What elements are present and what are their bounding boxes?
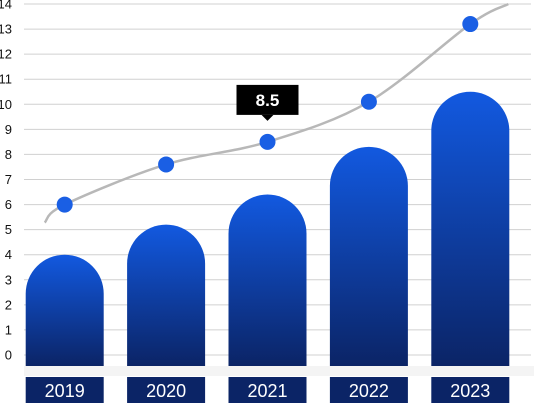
bar: [329, 146, 408, 366]
y-tick-label: 10: [0, 97, 12, 112]
tooltip-value: 8.5: [256, 91, 280, 110]
category-label: 2019: [45, 381, 85, 401]
y-tick-label: 9: [5, 122, 12, 137]
y-tick-label: 5: [5, 222, 12, 237]
y-tick-label: 8: [5, 147, 12, 162]
trend-point[interactable]: [158, 156, 175, 173]
bar: [228, 194, 307, 366]
bar: [127, 224, 206, 366]
y-tick-label: 2: [5, 297, 12, 312]
y-tick-label: 14: [0, 0, 12, 12]
y-tick-label: 0: [5, 348, 12, 363]
tooltip-pointer: [261, 114, 274, 121]
y-tick-label: 1: [5, 322, 12, 337]
trend-series: [43, 2, 509, 224]
category-label: 2020: [146, 381, 186, 401]
category-box: [228, 377, 307, 403]
category-label: 2022: [349, 381, 389, 401]
y-tick-label: 7: [5, 172, 12, 187]
category-box: [127, 377, 206, 403]
category-box: [25, 377, 104, 403]
trend-point[interactable]: [56, 196, 73, 213]
category-label: 2023: [450, 381, 490, 401]
tooltip: 8.5: [236, 84, 299, 121]
category-axis: 2019 2020 2021 2022 2023: [24, 366, 534, 403]
y-tick-label: 6: [5, 197, 12, 212]
y-tick-label: 13: [0, 22, 12, 37]
trend-point[interactable]: [259, 133, 276, 150]
y-tick-label: 11: [0, 72, 12, 87]
y-tick-label: 12: [0, 47, 12, 62]
bars: [25, 91, 510, 366]
y-tick-label: 3: [5, 272, 12, 287]
y-tick-label: 4: [5, 247, 12, 262]
bar: [431, 91, 510, 366]
category-label: 2021: [247, 381, 287, 401]
category-band: [24, 366, 534, 376]
tooltip-box: [236, 84, 299, 115]
category-box: [431, 377, 510, 403]
bar: [25, 254, 104, 366]
category-box: [329, 377, 408, 403]
trend-point[interactable]: [462, 16, 479, 33]
trend-point[interactable]: [360, 93, 377, 110]
